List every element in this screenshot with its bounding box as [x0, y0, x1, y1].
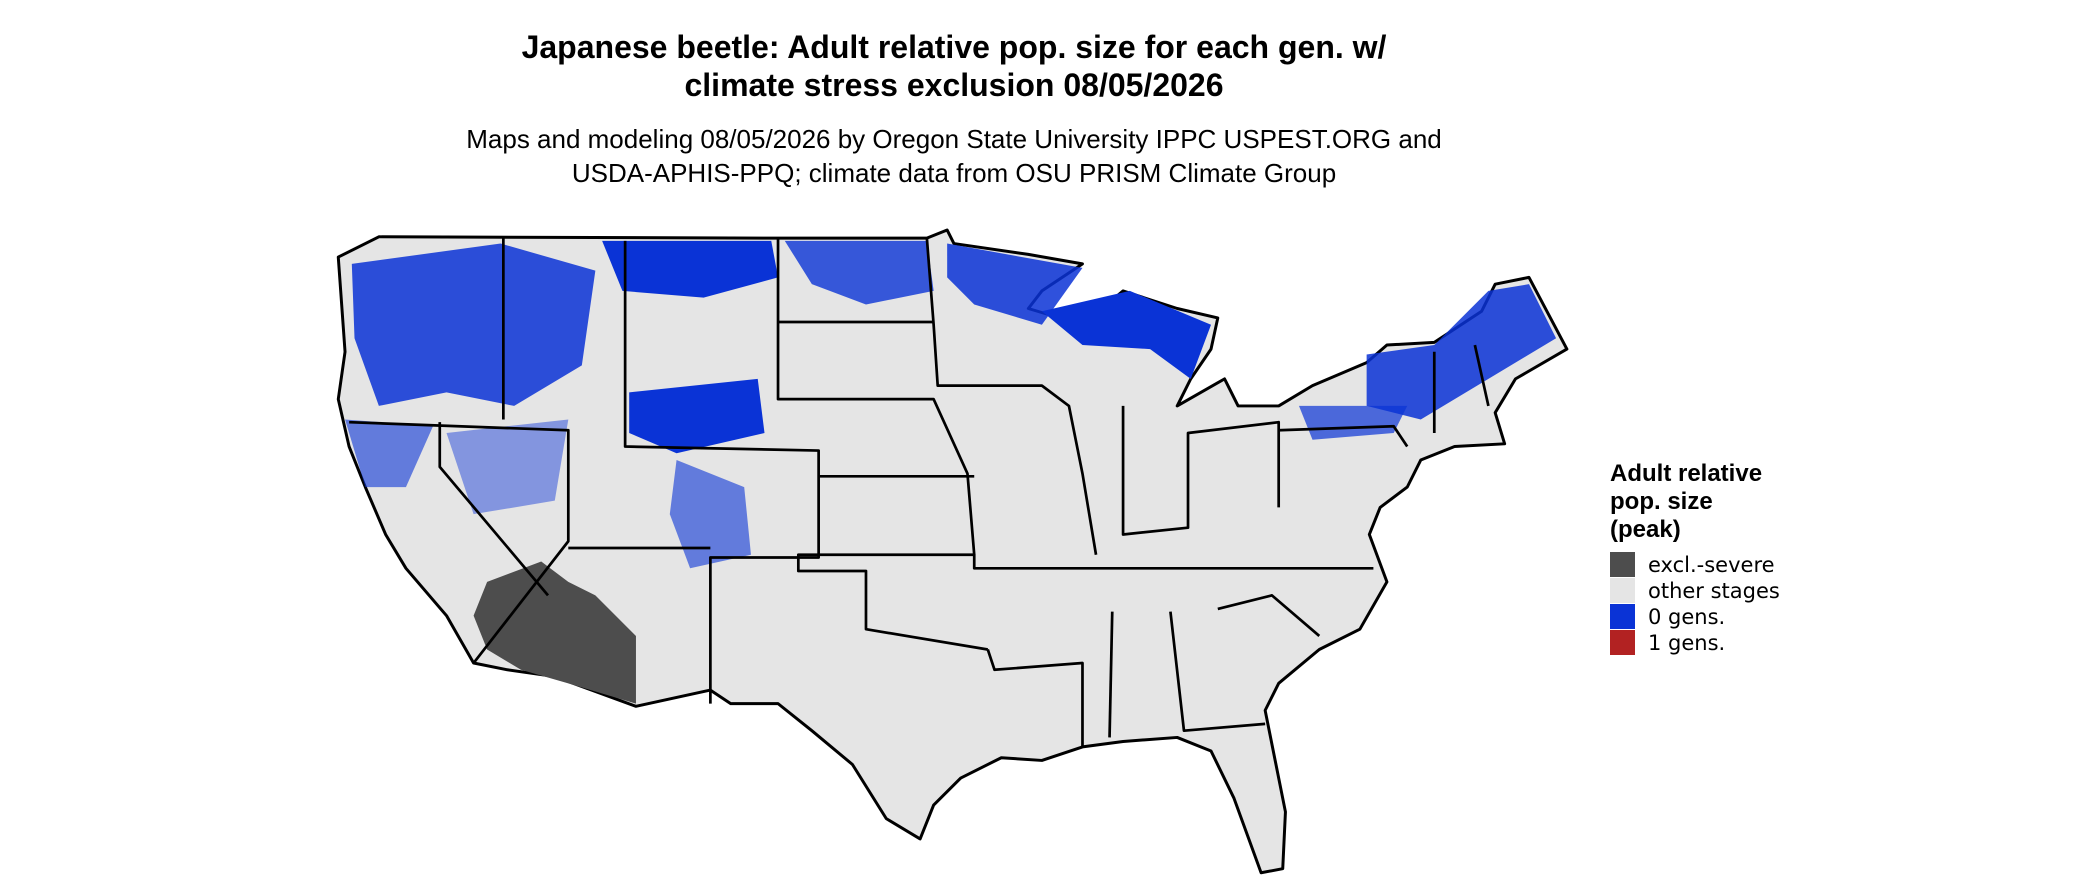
legend-title: Adult relative: [1610, 460, 1762, 487]
title-line: Japanese beetle: Adult relative pop. siz…: [522, 29, 1387, 65]
map-region: [947, 243, 1083, 325]
legend-label: other stages: [1648, 579, 1780, 603]
map-region: [669, 460, 751, 569]
map-region: [629, 378, 765, 454]
legend: Adult relative pop. size (peak) excl.-se…: [1610, 460, 1780, 655]
subtitle-line: USDA-APHIS-PPQ; climate data from OSU PR…: [572, 158, 1336, 188]
legend-label: excl.-severe: [1648, 553, 1775, 577]
us-map: [336, 228, 1569, 875]
map-region: [1298, 405, 1408, 440]
subtitle-line: Maps and modeling 08/05/2026 by Oregon S…: [466, 124, 1442, 154]
legend-label: 1 gens.: [1648, 631, 1725, 655]
legend-swatch: [1610, 604, 1635, 629]
legend-title: pop. size: [1610, 488, 1713, 515]
map-region: [602, 240, 779, 298]
map-region: [1366, 284, 1557, 420]
legend-swatch: [1610, 552, 1635, 577]
title-line: climate stress exclusion 08/05/2026: [684, 67, 1223, 103]
map-region: [345, 419, 433, 488]
zone-excl-severe: [473, 561, 636, 704]
legend-label: 0 gens.: [1648, 605, 1725, 629]
state-lines: [349, 238, 1490, 747]
zone-0-gens: [345, 240, 1557, 569]
legend-swatch: [1610, 578, 1635, 603]
map-region: [446, 419, 569, 515]
map-region: [784, 240, 934, 305]
map-region: [351, 243, 596, 406]
legend-swatch: [1610, 630, 1635, 655]
map-region: [1041, 290, 1212, 379]
legend-title: (peak): [1610, 516, 1681, 543]
